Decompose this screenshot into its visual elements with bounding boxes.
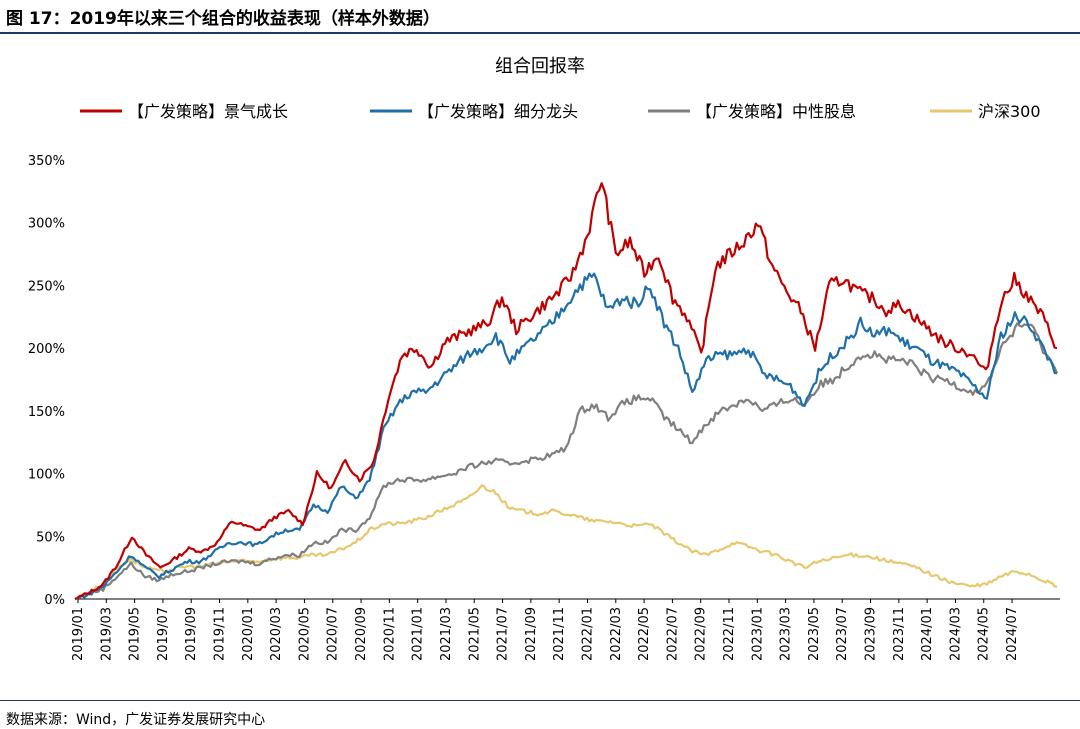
x-tick-label: 2021/11 <box>552 607 567 661</box>
x-tick-label: 2023/11 <box>892 607 907 661</box>
legend-label: 沪深300 <box>978 102 1041 121</box>
figure-title: 图 17：2019年以来三个组合的收益表现（样本外数据） <box>6 9 440 29</box>
x-tick-label: 2020/05 <box>297 607 312 661</box>
x-tick-label: 2022/07 <box>665 607 680 661</box>
x-tick-label: 2019/11 <box>213 607 228 661</box>
x-tick-label: 2024/07 <box>1005 607 1020 661</box>
figure-header: 图 17：2019年以来三个组合的收益表现（样本外数据） <box>0 0 1080 34</box>
x-tick-label: 2022/05 <box>637 607 652 661</box>
y-tick-label: 50% <box>36 530 65 545</box>
x-tick-label: 2022/11 <box>722 607 737 661</box>
x-tick-label: 2019/05 <box>128 607 143 661</box>
x-tick-label: 2019/03 <box>99 607 114 661</box>
x-tick-label: 2021/01 <box>411 607 426 661</box>
legend-label: 【广发策略】景气成长 <box>128 102 288 121</box>
plot-area <box>74 182 1059 601</box>
series-line <box>74 182 1058 601</box>
x-tick-label: 2021/07 <box>496 607 511 661</box>
figure-source: 数据来源：Wind，广发证券发展研究中心 <box>6 712 266 728</box>
x-tick-label: 2024/03 <box>948 607 963 661</box>
x-tick-label: 2022/03 <box>609 607 624 661</box>
x-tick-label: 2020/01 <box>241 607 256 661</box>
x-tick-label: 2020/07 <box>326 607 341 661</box>
x-tick-label: 2020/09 <box>354 607 369 661</box>
x-tick-label: 2021/05 <box>467 607 482 661</box>
y-tick-label: 250% <box>28 279 65 294</box>
y-tick-label: 300% <box>28 217 65 232</box>
y-axis: 0% 50% 100% 150% 200% 250% 300% 350% <box>28 154 65 608</box>
x-tick-label: 2024/05 <box>977 607 992 661</box>
y-tick-label: 100% <box>28 468 65 483</box>
y-tick-label: 350% <box>28 154 65 169</box>
x-tick-label: 2021/03 <box>439 607 454 661</box>
x-axis: 2019/01 2019/03 2019/05 2019/07 2019/09 2019/… <box>71 598 1060 661</box>
x-tick-label: 2022/01 <box>580 607 595 661</box>
chart-legend: 【广发策略】景气成长 【广发策略】细分龙头 【广发策略】中性股息 沪深300 <box>80 102 1041 121</box>
x-tick-label: 2021/09 <box>524 607 539 661</box>
x-tick-label: 2019/07 <box>156 607 171 661</box>
series-line <box>74 484 1058 601</box>
x-tick-label: 2023/01 <box>750 607 765 661</box>
series-line <box>74 322 1059 601</box>
x-tick-label: 2023/03 <box>779 607 794 661</box>
legend-label: 【广发策略】细分龙头 <box>418 102 578 121</box>
x-tick-label: 2023/05 <box>807 607 822 661</box>
x-tick-label: 2020/03 <box>269 607 284 661</box>
x-tick-label: 2023/09 <box>864 607 879 661</box>
x-tick-label: 2019/01 <box>71 607 86 661</box>
chart-title: 组合回报率 <box>495 56 585 77</box>
x-tick-label: 2019/09 <box>184 607 199 661</box>
series-line <box>74 272 1058 601</box>
x-tick-label: 2023/07 <box>835 607 850 661</box>
figure-footer: 数据来源：Wind，广发证券发展研究中心 <box>0 700 1080 728</box>
x-tick-label: 2022/09 <box>694 607 709 661</box>
y-tick-label: 200% <box>28 342 65 357</box>
x-tick-label: 2020/11 <box>382 607 397 661</box>
y-tick-label: 150% <box>28 405 65 420</box>
y-tick-label: 0% <box>44 593 65 608</box>
x-tick-label: 2024/01 <box>920 607 935 661</box>
line-chart: 组合回报率 【广发策略】景气成长 【广发策略】细分龙头 【广发策略】中性股息 沪深30… <box>28 56 1060 661</box>
legend-label: 【广发策略】中性股息 <box>696 102 856 121</box>
